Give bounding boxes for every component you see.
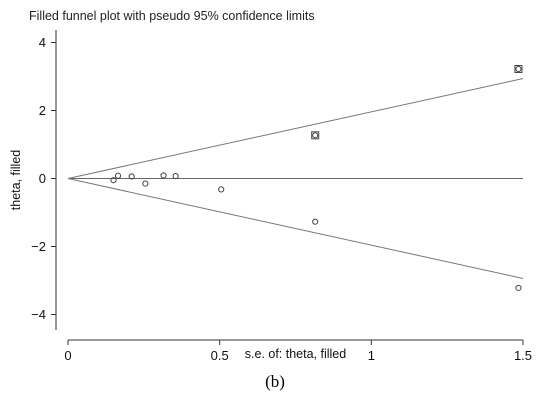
axes: −4 −2 0 2 4 0 0.5 1 1.5 xyxy=(31,30,532,363)
filled-circle xyxy=(312,132,319,139)
x-tick-label: 1 xyxy=(368,348,375,363)
study-point xyxy=(128,173,135,180)
study-point xyxy=(515,284,522,292)
filled-square xyxy=(311,131,320,140)
data-points xyxy=(110,65,523,292)
filled-circle xyxy=(515,65,522,73)
y-tick-label: 4 xyxy=(39,35,46,50)
filled-study-marker xyxy=(514,65,523,74)
study-point xyxy=(114,172,122,179)
x-tick-label: 1.5 xyxy=(514,348,532,363)
panel-label-text: (b) xyxy=(265,372,285,391)
study-point xyxy=(312,218,319,225)
x-tick-label: 0.5 xyxy=(211,348,229,363)
chart-title: Filled funnel plot with pseudo 95% confi… xyxy=(29,9,315,23)
filled-square xyxy=(514,65,523,74)
y-tick-label: −2 xyxy=(31,239,46,254)
x-tick-label: 0 xyxy=(64,348,71,363)
study-point xyxy=(172,173,179,180)
study-point xyxy=(110,177,117,184)
upper-confidence-limit xyxy=(67,78,524,179)
y-axis-label: theta, filled xyxy=(9,150,23,211)
study-point xyxy=(160,172,167,179)
x-axis-label: s.e. of: theta, filled xyxy=(245,347,346,361)
y-ticks: −4 −2 0 2 4 xyxy=(31,35,56,322)
study-point xyxy=(142,180,149,187)
y-tick-label: 0 xyxy=(39,171,46,186)
y-tick-label: 2 xyxy=(39,103,46,118)
x-ticks: 0 0.5 1 1.5 xyxy=(64,340,532,363)
panel-label: (b) xyxy=(265,372,285,391)
confidence-lines xyxy=(67,78,524,279)
filled-study-marker xyxy=(311,131,320,140)
y-tick-label: −4 xyxy=(31,307,46,322)
study-point xyxy=(218,186,225,193)
lower-confidence-limit xyxy=(67,178,524,279)
